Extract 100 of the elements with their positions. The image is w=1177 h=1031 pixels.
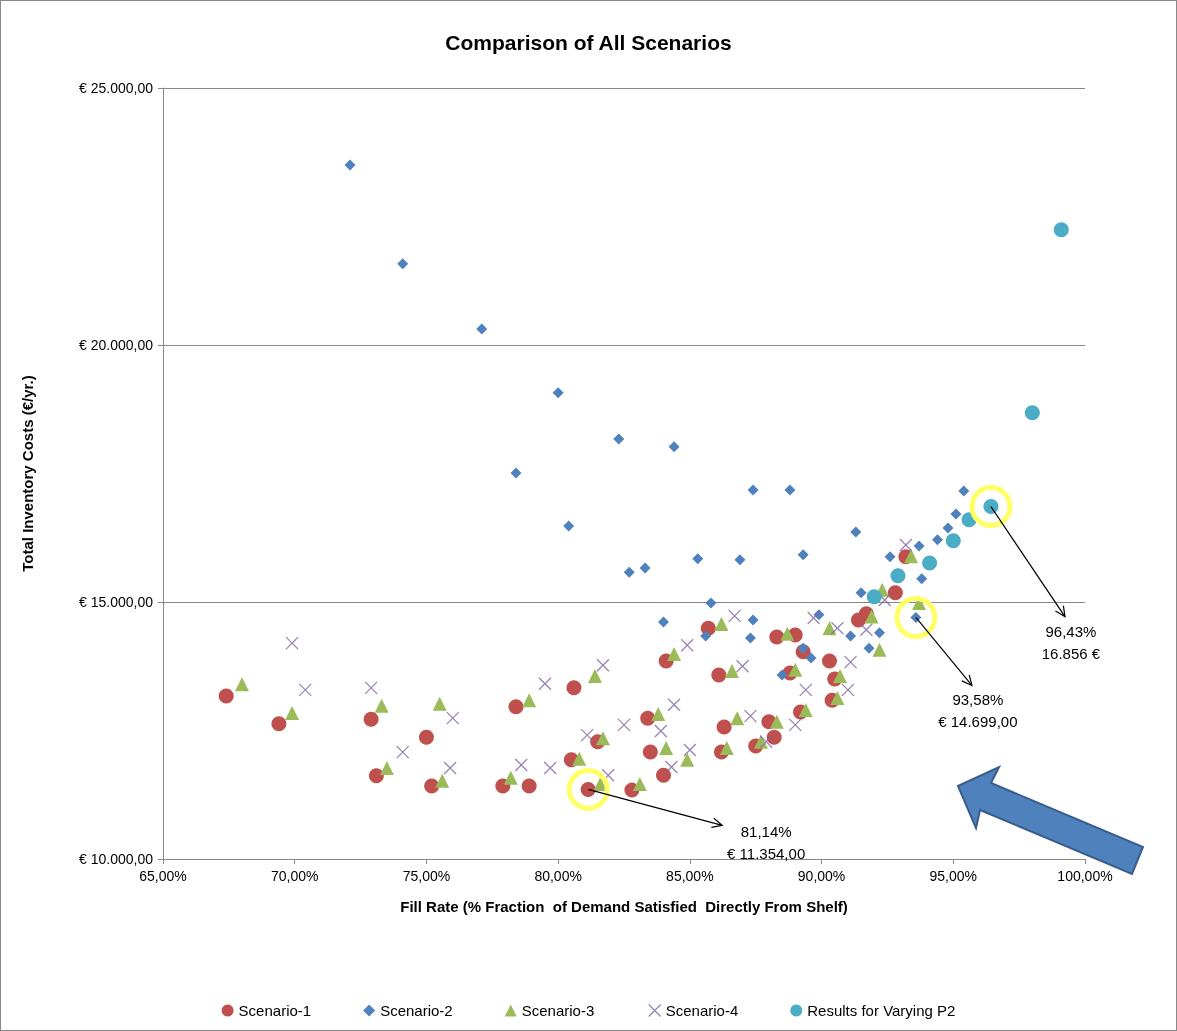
- annotation: 81,14% € 11.354,00: [727, 823, 806, 863]
- point: [680, 638, 694, 652]
- x-tick-label: 95,00%: [929, 868, 978, 884]
- point: [418, 729, 434, 745]
- point: [654, 724, 668, 738]
- point: [595, 731, 610, 746]
- point: [396, 745, 410, 759]
- point: [711, 667, 727, 683]
- point: [859, 623, 873, 637]
- point: [788, 662, 803, 677]
- point: [510, 467, 522, 479]
- point: [727, 609, 742, 623]
- point: [734, 554, 746, 566]
- point: [833, 669, 848, 684]
- point: [913, 540, 925, 552]
- y-axis-title: Total Inventory Costs (€/yr.): [19, 375, 36, 572]
- point: [623, 566, 635, 578]
- x-tick-label: 75,00%: [402, 868, 451, 884]
- point: [664, 760, 679, 774]
- point: [521, 778, 537, 794]
- point: [572, 751, 587, 766]
- point: [432, 696, 447, 711]
- point: [887, 585, 903, 601]
- point: [363, 711, 379, 727]
- point: [659, 740, 674, 755]
- point: [601, 768, 615, 782]
- point: [700, 630, 712, 642]
- point: [714, 617, 729, 632]
- point: [379, 761, 394, 776]
- point: [899, 538, 913, 552]
- x-tick-label: 85,00%: [666, 868, 714, 884]
- point: [476, 323, 488, 335]
- point: [830, 621, 845, 635]
- point: [285, 706, 300, 721]
- point: [632, 776, 647, 791]
- point: [522, 693, 537, 708]
- point: [743, 709, 758, 723]
- point: [788, 718, 802, 732]
- legend-label: Scenario-3: [521, 1002, 595, 1019]
- x-tick-label: 70,00%: [270, 868, 319, 884]
- point: [566, 680, 582, 696]
- point: [884, 551, 896, 563]
- point: [807, 611, 821, 625]
- point: [1053, 222, 1069, 238]
- point: [759, 735, 773, 749]
- point: [784, 484, 796, 496]
- point: [747, 484, 759, 496]
- point: [538, 677, 552, 691]
- chart-title: Comparison of All Scenarios: [445, 31, 732, 54]
- point: [1024, 405, 1040, 421]
- point: [904, 549, 919, 564]
- point: [640, 710, 656, 726]
- point: [945, 533, 961, 549]
- point: [735, 659, 750, 673]
- point: [424, 778, 440, 794]
- point: [716, 719, 732, 735]
- point: [747, 614, 759, 626]
- point: [668, 441, 680, 453]
- point: [368, 768, 384, 784]
- y-tick-label: € 15.000,00: [79, 594, 154, 610]
- annotation: 93,58% € 14.699,00: [938, 691, 1018, 731]
- point: [543, 761, 557, 775]
- point: [890, 568, 906, 584]
- point: [776, 669, 788, 681]
- legend-label: Scenario-4: [665, 1002, 739, 1019]
- point: [866, 589, 882, 605]
- point: [374, 698, 389, 713]
- point: [285, 636, 299, 650]
- point: [563, 520, 575, 532]
- point: [667, 698, 681, 712]
- legend-label: Scenario-2: [380, 1002, 453, 1019]
- point: [683, 743, 697, 757]
- point: [931, 534, 943, 546]
- point: [850, 526, 862, 538]
- annotation: 96,43% 16.856 €: [1041, 622, 1101, 662]
- point: [799, 683, 813, 697]
- point: [725, 663, 740, 678]
- point: [843, 655, 858, 669]
- point: [950, 508, 962, 520]
- point: [797, 549, 809, 561]
- point: [753, 734, 768, 749]
- y-tick-label: € 20.000,00: [79, 337, 154, 353]
- x-axis-title: Fill Rate (% Fraction of Demand Satisfied Directly From Shelf): [400, 898, 848, 915]
- point: [872, 642, 887, 657]
- legend-label: Results for Varying P2: [807, 1002, 956, 1019]
- point: [656, 767, 672, 783]
- point: [364, 681, 378, 695]
- point: [719, 740, 734, 755]
- point: [514, 758, 528, 772]
- point: [855, 587, 867, 599]
- point: [730, 711, 745, 726]
- point: [651, 707, 666, 722]
- legend-label: Scenario-1: [238, 1002, 312, 1019]
- point: [864, 609, 879, 624]
- x-tick-label: 65,00%: [139, 868, 187, 884]
- point: [766, 729, 782, 745]
- point: [874, 627, 886, 639]
- point: [613, 433, 625, 445]
- point: [508, 699, 524, 715]
- point: [705, 597, 717, 609]
